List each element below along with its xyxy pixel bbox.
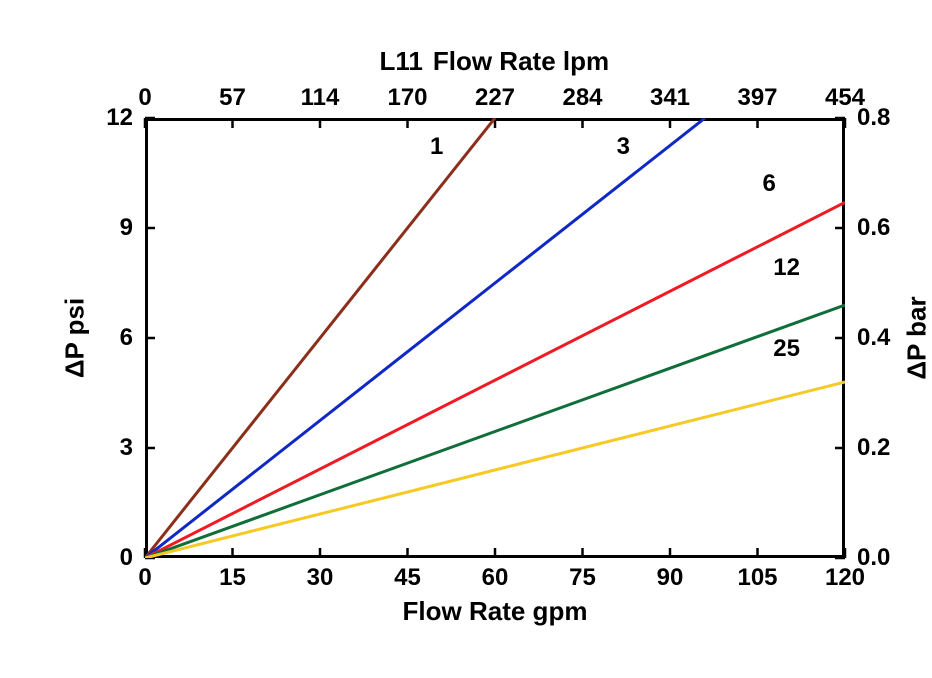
x-bottom-tick-label: 0 (138, 564, 151, 592)
x-bottom-axis-label: Flow Rate gpm (403, 596, 588, 627)
x-bottom-tick-label: 105 (737, 564, 777, 592)
x-top-tick-label: 57 (219, 84, 246, 112)
y-left-tick-label: 9 (120, 214, 133, 242)
x-top-tick-label: 170 (387, 84, 427, 112)
x-bottom-tick-label: 45 (394, 564, 421, 592)
series-line-3 (145, 118, 705, 558)
x-top-axis-label: Flow Rate lpm (433, 46, 609, 77)
series-line-1 (145, 118, 495, 558)
y-right-tick-label: 0.4 (857, 324, 890, 352)
x-top-tick-label: 114 (301, 84, 340, 112)
y-left-tick-label: 6 (120, 324, 133, 352)
y-right-tick-label: 0.8 (857, 104, 890, 132)
x-top-tick-label: 0 (138, 84, 151, 112)
x-top-tick-label: 284 (562, 84, 602, 112)
x-top-tick-label: 397 (737, 84, 777, 112)
series-label-25: 25 (773, 335, 800, 363)
x-top-tick-label: 227 (475, 84, 515, 112)
series-line-6 (145, 202, 845, 558)
series-line-25 (145, 382, 845, 558)
series-label-3: 3 (617, 133, 630, 161)
x-bottom-tick-label: 90 (657, 564, 684, 592)
x-bottom-tick-label: 15 (219, 564, 246, 592)
y-left-tick-label: 3 (120, 434, 133, 462)
series-label-12: 12 (773, 254, 800, 282)
y-right-tick-label: 0.6 (857, 214, 890, 242)
x-bottom-tick-label: 75 (569, 564, 596, 592)
y-left-tick-label: 0 (120, 544, 133, 572)
y-left-tick-label: 12 (106, 104, 133, 132)
x-bottom-tick-label: 30 (307, 564, 334, 592)
y-right-tick-label: 0.0 (857, 544, 890, 572)
y-right-tick-label: 0.2 (857, 434, 890, 462)
series-label-1: 1 (430, 133, 443, 161)
series-label-6: 6 (762, 170, 775, 198)
chart-container: L11 Flow Rate lpm Flow Rate gpm ΔP psi Δ… (0, 0, 932, 678)
x-top-tick-label: 341 (650, 84, 690, 112)
y-left-axis-label: ΔP psi (60, 298, 91, 378)
y-right-axis-label: ΔP bar (902, 296, 932, 379)
chart-product-code: L11 (380, 46, 423, 77)
x-bottom-tick-label: 60 (482, 564, 509, 592)
series-line-12 (145, 305, 845, 558)
